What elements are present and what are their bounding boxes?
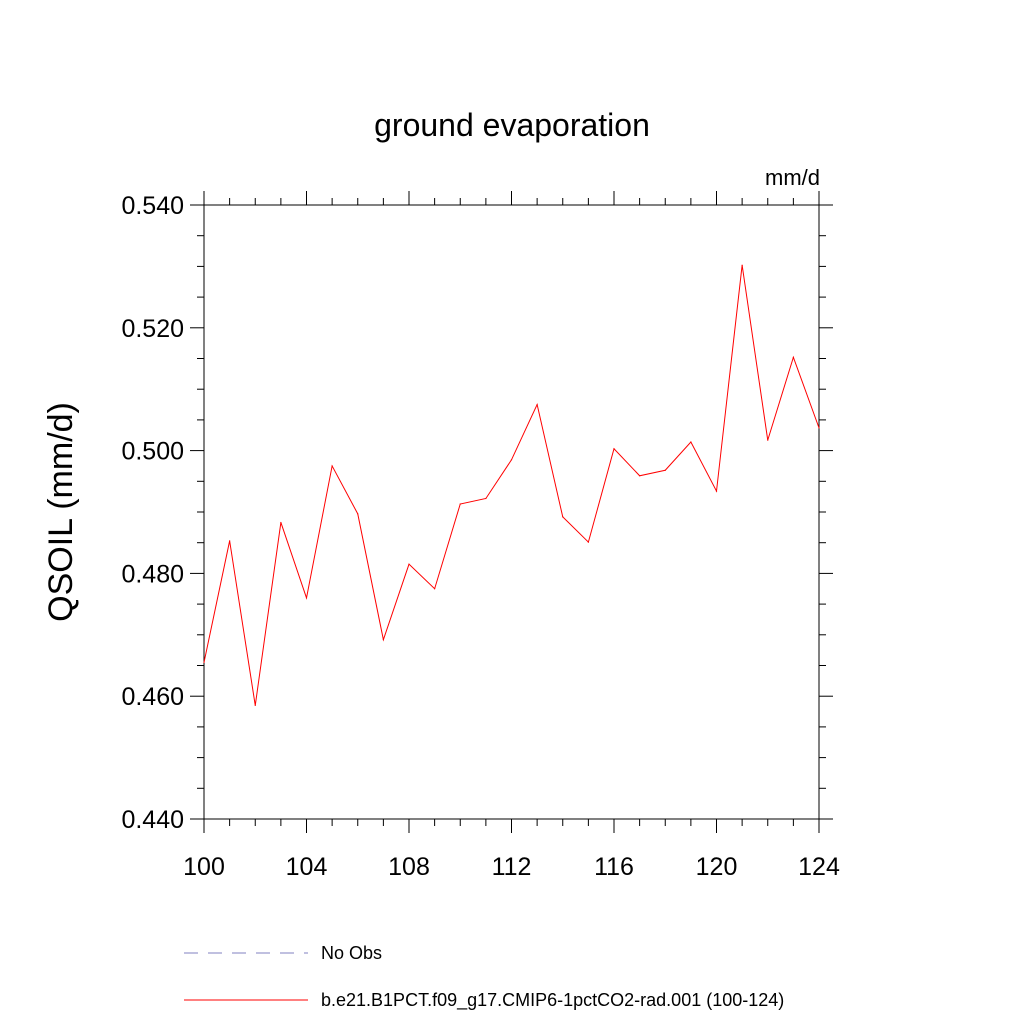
data-point [357,513,359,515]
y-tick-label: 0.520 [121,315,184,343]
y-tick-label: 0.460 [121,683,184,711]
x-tick-label: 100 [183,853,225,881]
x-axis-ticks [203,191,820,833]
y-axis-ticks [190,204,833,820]
data-point [818,427,820,429]
y-tick-label: 0.540 [121,192,184,220]
data-point [562,516,564,518]
data-point [485,497,487,500]
series-layer [203,264,820,707]
data-point [408,563,410,565]
x-tick-label: 124 [798,853,840,881]
y-tick-label: 0.480 [121,560,184,588]
y-axis-label: QSOIL (mm/d) [42,402,80,622]
data-point [254,704,256,707]
data-point [229,540,231,542]
legend: No Obs b.e21.B1PCT.f09_g17.CMIP6-1pctCO2… [184,943,784,1011]
data-point [280,521,282,524]
data-point [434,588,436,590]
data-point [382,639,384,641]
data-point [536,403,538,406]
data-point [690,441,692,443]
x-tick-label: 116 [594,853,634,881]
y-tick-label: 0.440 [121,806,184,834]
x-tick-label: 112 [492,853,532,881]
data-point [203,661,205,664]
data-point [331,465,333,467]
data-point [767,439,769,441]
chart-title: ground evaporation [374,107,650,143]
data-point [741,264,743,266]
series-line [203,265,820,706]
x-axis-tick-labels: 100 104 108 112 116 120 124 [183,853,840,881]
data-point [715,490,718,492]
data-point [664,469,666,471]
legend-label-no-obs: No Obs [321,943,382,963]
plot-frame [203,204,820,820]
data-point [639,475,641,477]
data-point [792,356,794,358]
x-tick-label: 108 [388,853,430,881]
x-tick-label: 120 [696,853,738,881]
data-point [305,597,308,599]
data-point [613,448,615,450]
x-tick-label: 104 [286,853,328,881]
data-point [510,459,513,461]
data-point [459,503,461,505]
data-point [587,541,589,543]
y-axis-tick-labels: 0.440 0.460 0.480 0.500 0.520 0.540 [121,192,184,834]
legend-label-model: b.e21.B1PCT.f09_g17.CMIP6-1pctCO2-rad.00… [321,990,784,1011]
y-tick-label: 0.500 [121,438,184,466]
units-label: mm/d [765,165,820,190]
